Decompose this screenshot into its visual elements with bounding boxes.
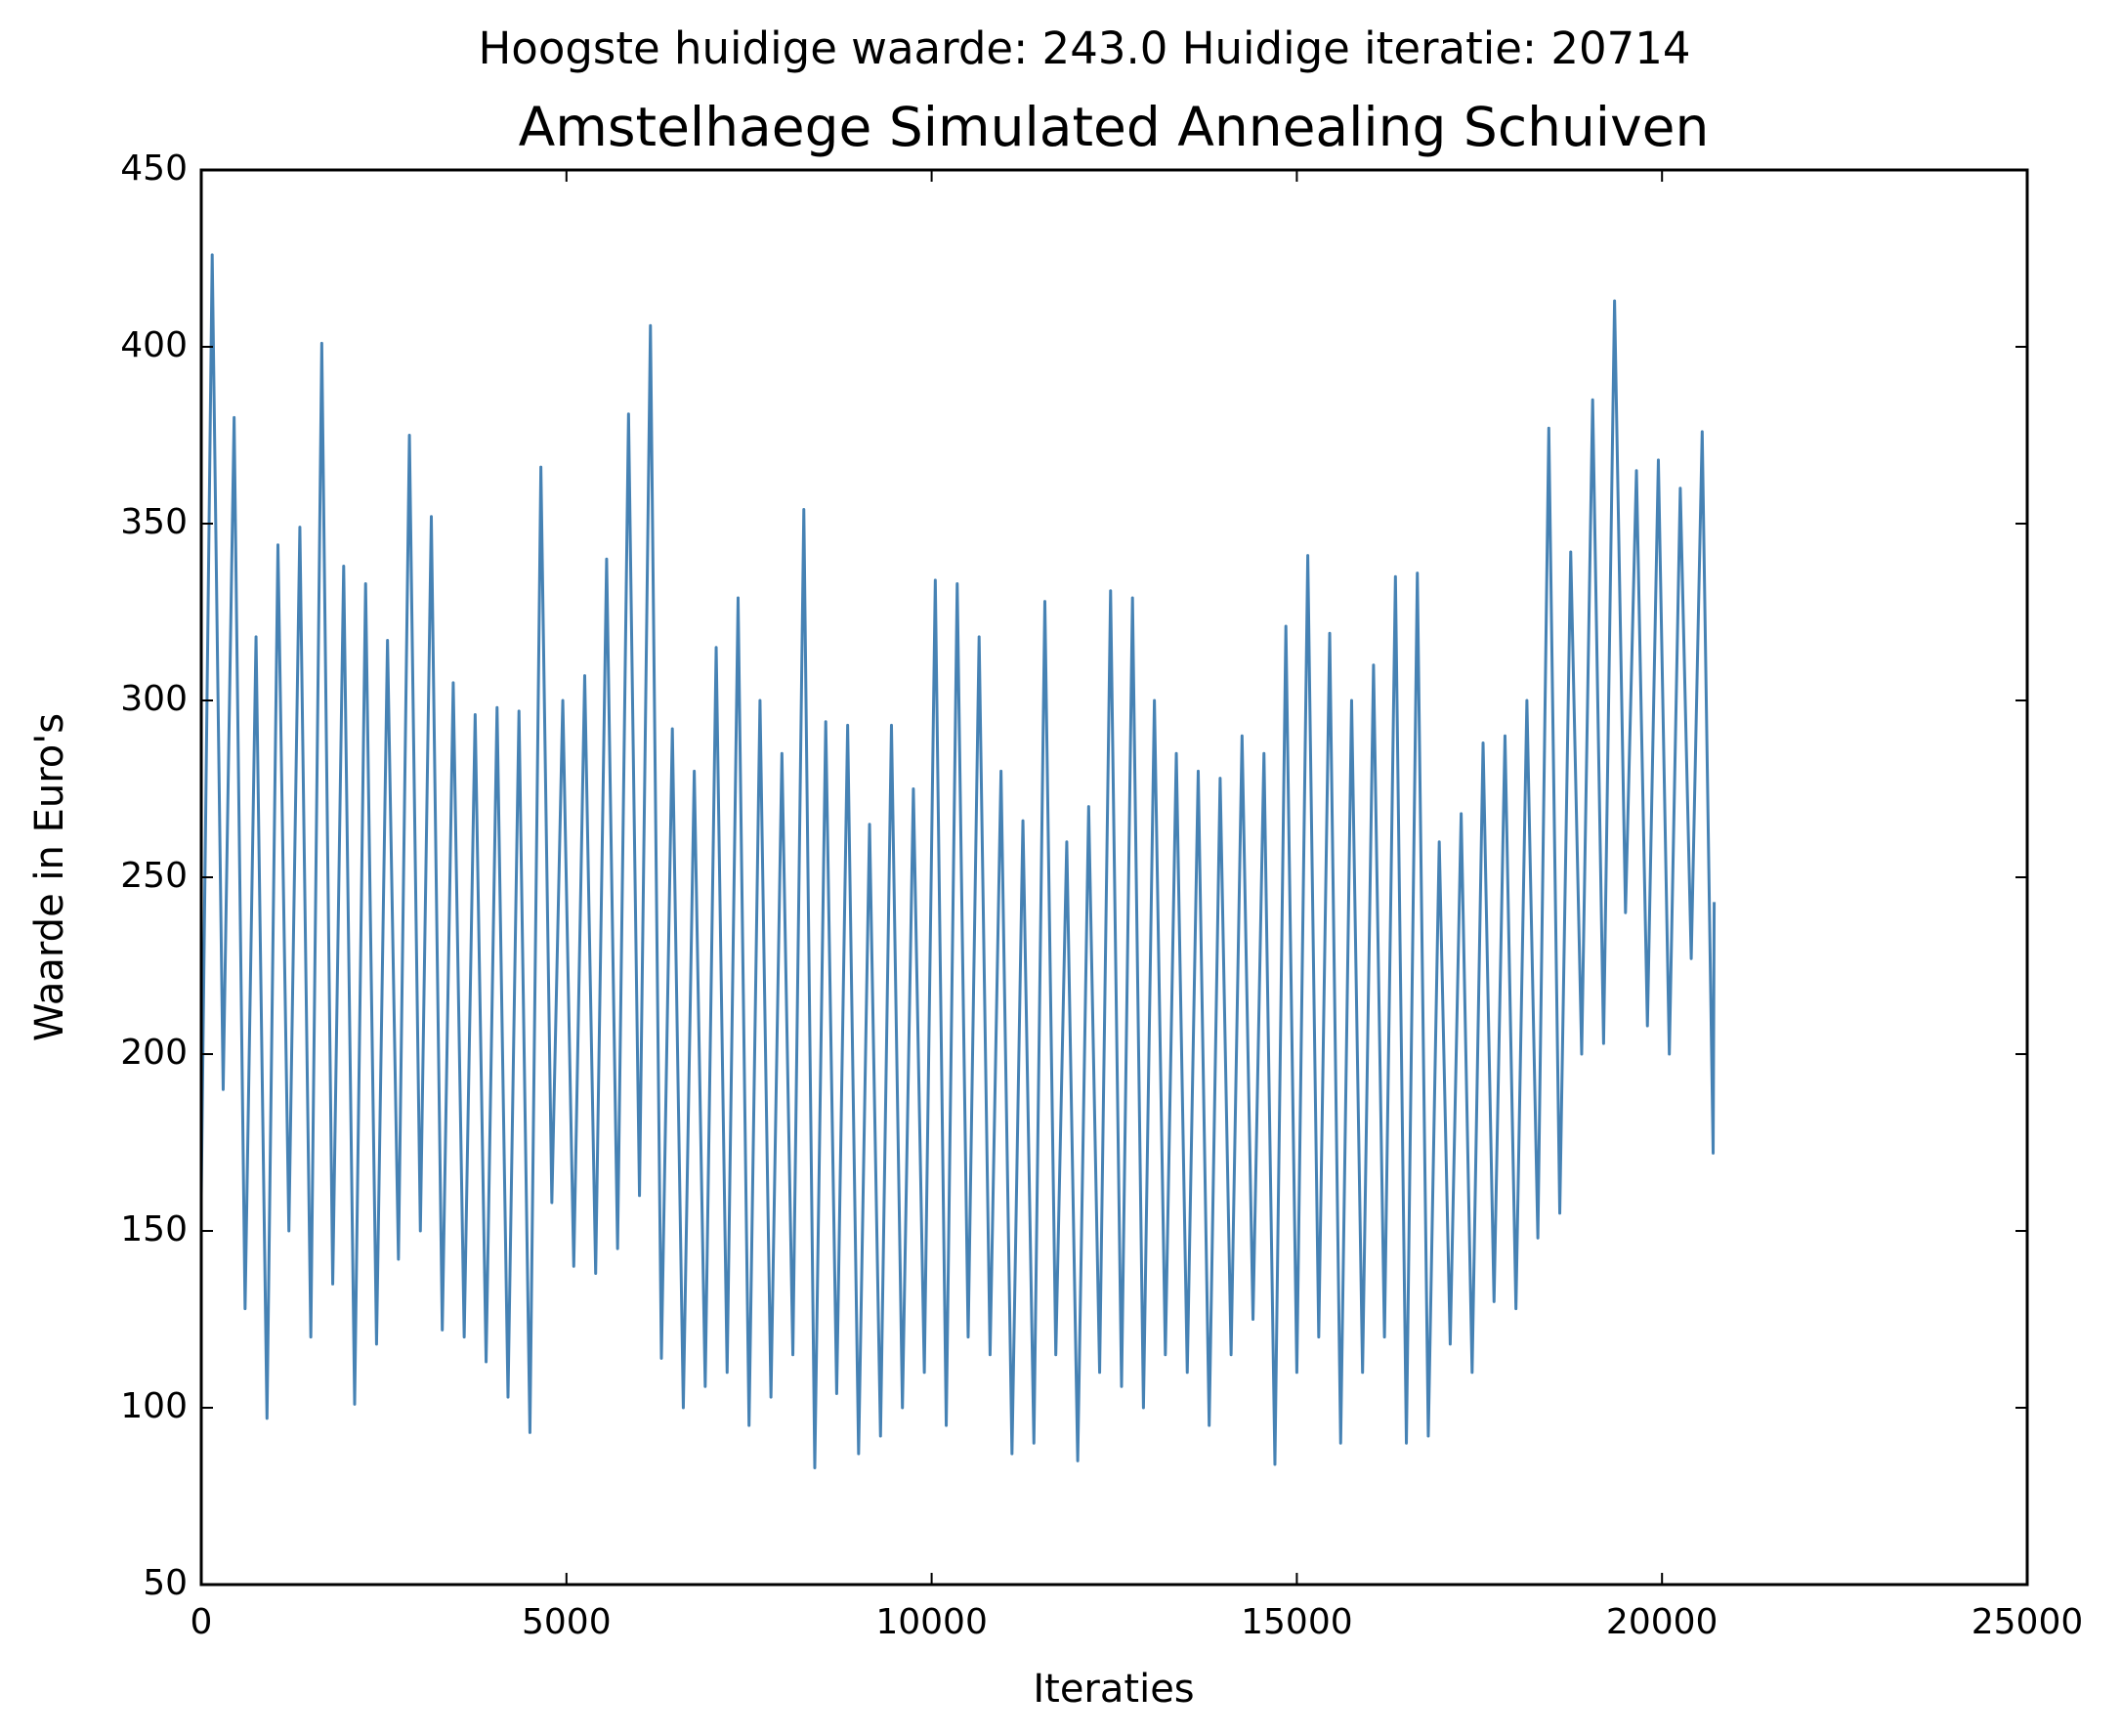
y-tick-label: 450	[120, 148, 188, 189]
x-tick-label: 5000	[522, 1602, 612, 1642]
x-tick-label: 20000	[1606, 1602, 1718, 1642]
data-line	[199, 253, 1717, 1470]
x-axis-label: Iteraties	[1033, 1667, 1194, 1712]
x-tick-label: 15000	[1241, 1602, 1353, 1642]
y-tick-label: 250	[120, 856, 188, 896]
x-tick-label: 10000	[875, 1602, 988, 1642]
x-tick-label: 0	[191, 1602, 213, 1642]
y-tick-label: 100	[120, 1386, 188, 1426]
chart-suptitle: Hoogste huidige waarde: 243.0 Huidige it…	[478, 22, 1690, 74]
y-axis-label: Waarde in Euro's	[27, 713, 72, 1041]
y-tick-label: 200	[120, 1033, 188, 1073]
y-tick-label: 350	[120, 502, 188, 542]
y-tick-label: 400	[120, 325, 188, 365]
y-tick-label: 150	[120, 1209, 188, 1249]
plot-frame	[199, 168, 2029, 1587]
y-tick-label: 50	[143, 1563, 188, 1603]
x-tick-label: 25000	[1972, 1602, 2084, 1642]
y-tick-label: 300	[120, 679, 188, 719]
chart-title: Amstelhaege Simulated Annealing Schuiven	[519, 96, 1710, 158]
